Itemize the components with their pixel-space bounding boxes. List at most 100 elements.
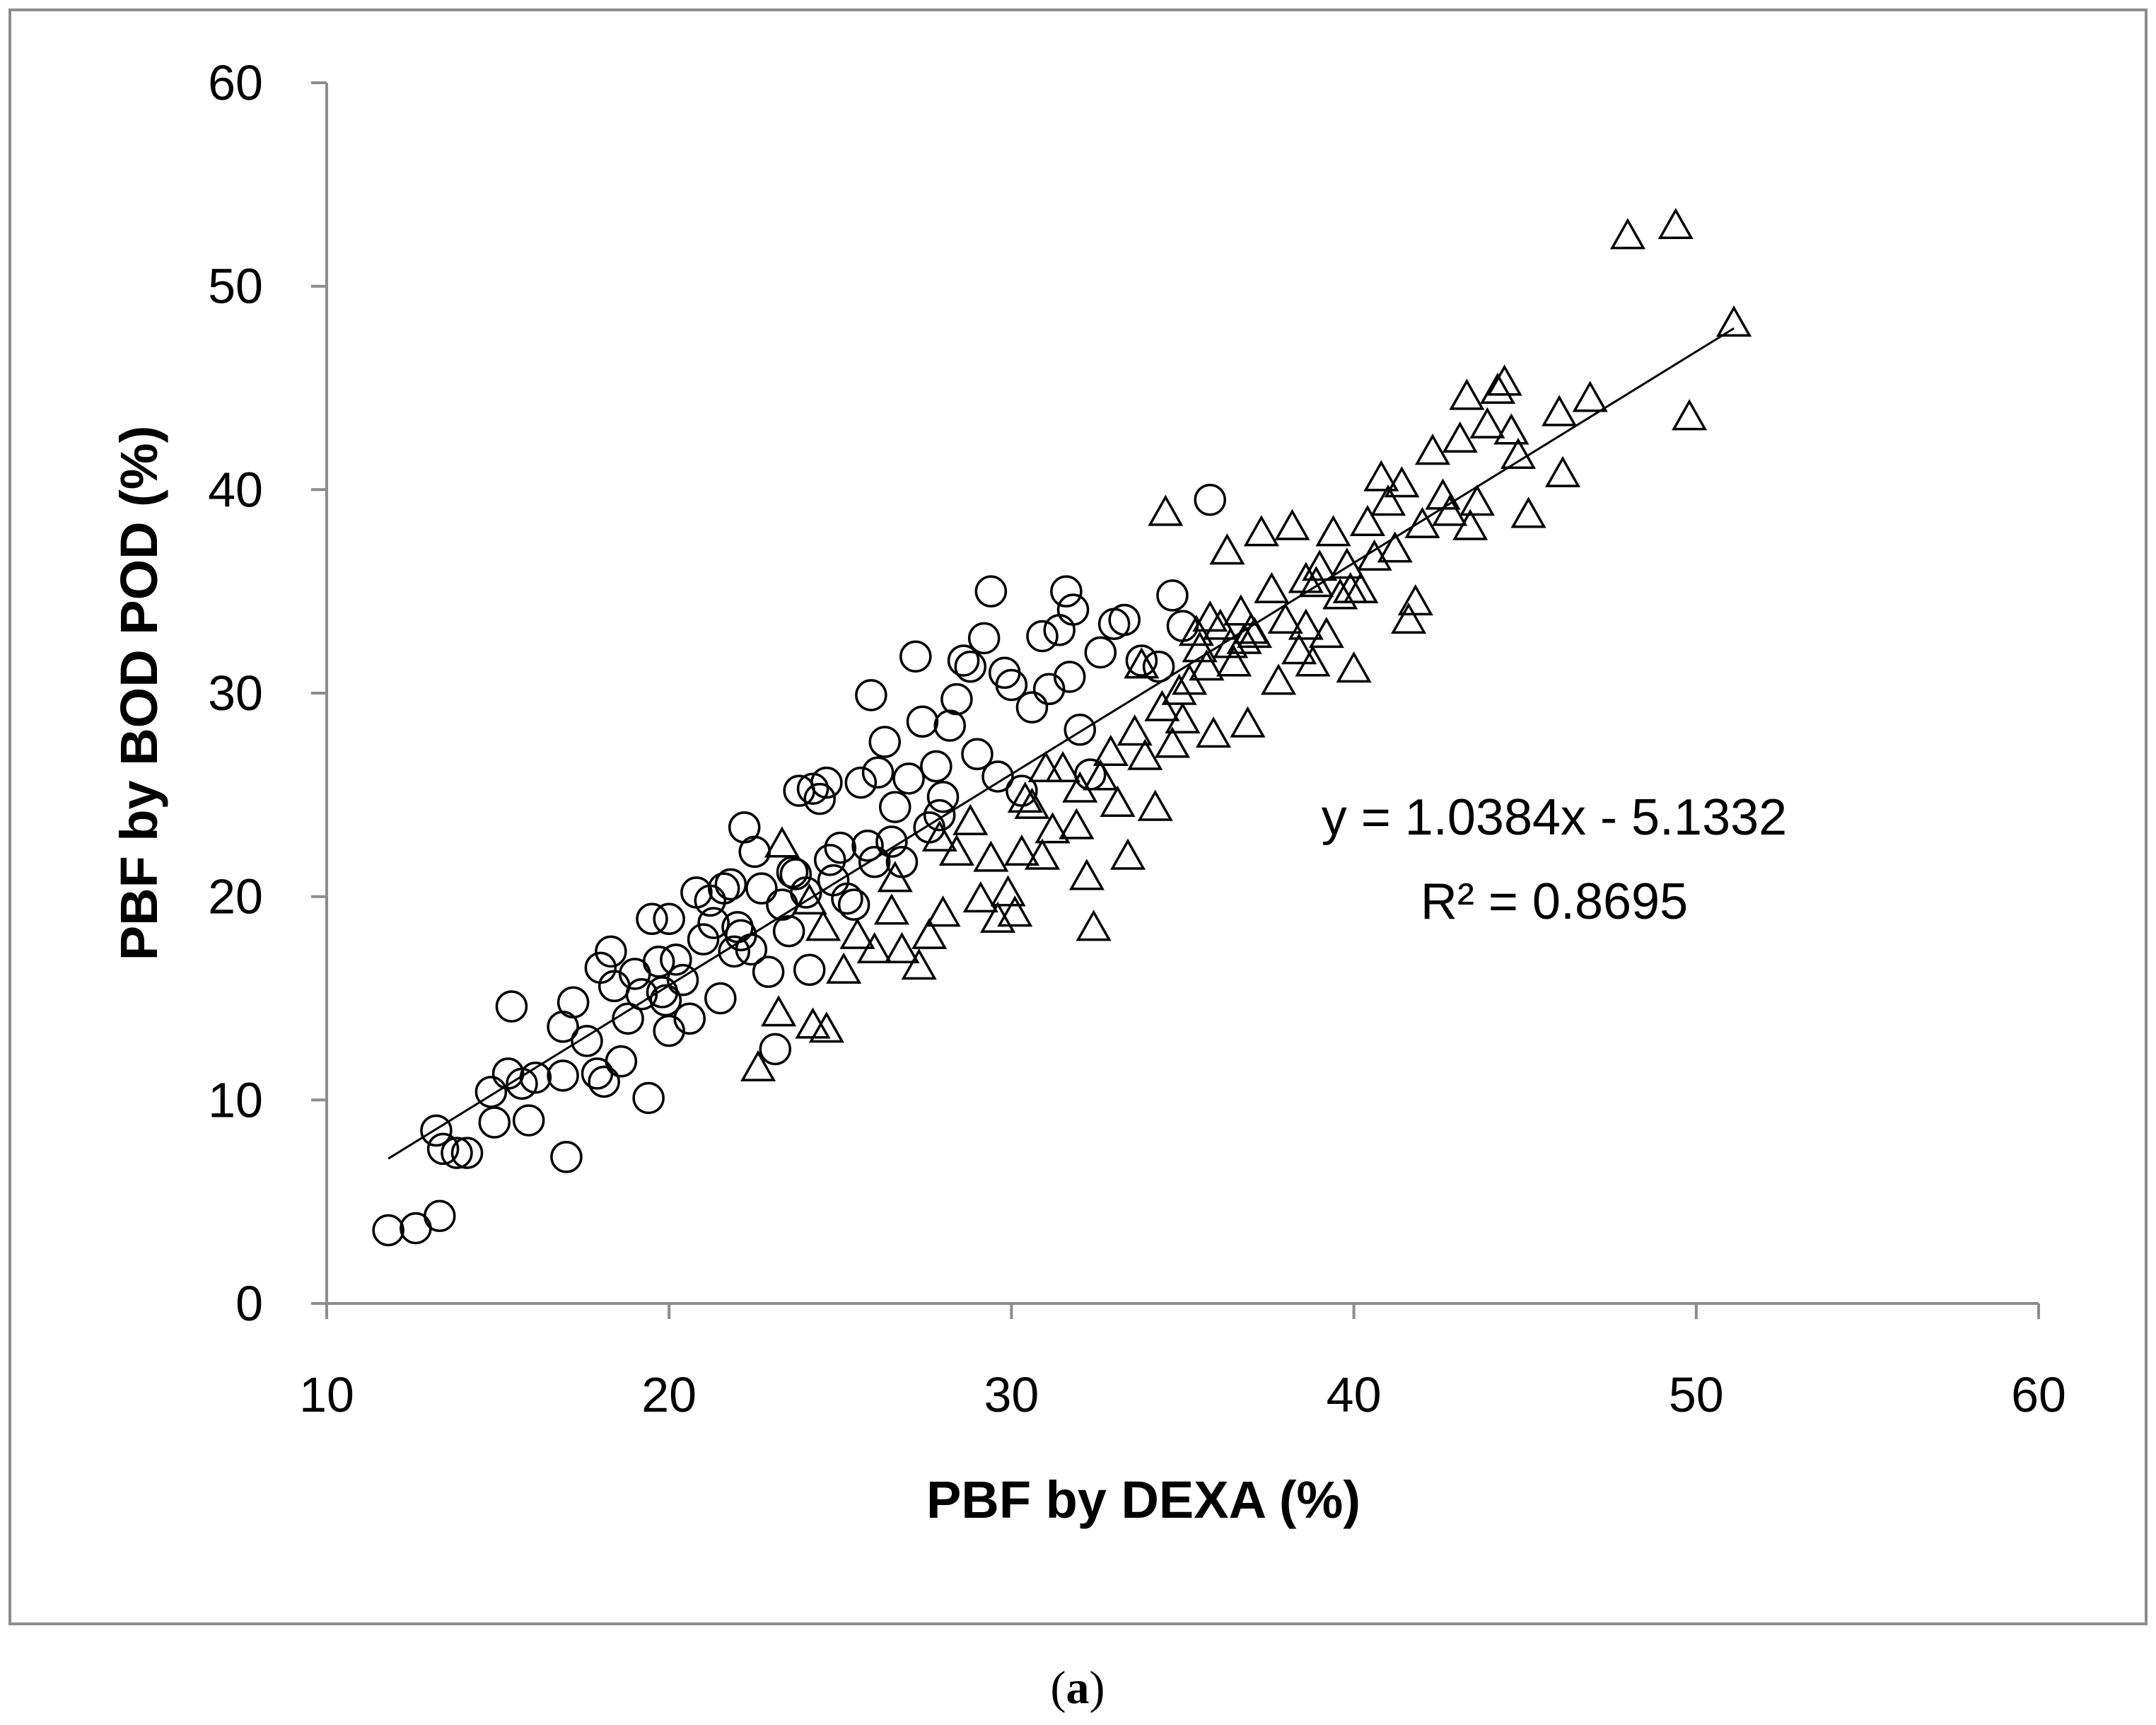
triangle-point: [761, 995, 797, 1027]
circle-point: [851, 830, 884, 862]
triangle-point: [1716, 305, 1752, 337]
circle-point: [512, 1104, 545, 1137]
triangle-point: [884, 931, 920, 964]
triangle-point: [805, 910, 841, 941]
caption-close: ): [1090, 1662, 1105, 1714]
circle-point: [1125, 644, 1158, 677]
circle-point: [793, 953, 826, 986]
triangle-point: [925, 895, 961, 927]
circle-point: [653, 902, 685, 936]
circle-point: [420, 1114, 453, 1147]
circle-point: [803, 782, 836, 815]
circle-point: [721, 911, 754, 943]
circle-point: [961, 738, 993, 771]
x-tick-label: 60: [2011, 1367, 2066, 1422]
circle-point: [478, 1106, 511, 1139]
triangle-point: [1288, 562, 1324, 593]
x-axis-title: PBF by DEXA (%): [926, 1470, 1360, 1529]
triangle-point: [1384, 466, 1420, 498]
circle-point: [855, 679, 887, 712]
caption-open: (: [1051, 1662, 1066, 1714]
r-squared-label: R² = 0.8695: [1421, 873, 1688, 930]
triangle-point: [1302, 550, 1338, 581]
triangle-point: [1117, 714, 1153, 746]
triangle-point: [1288, 608, 1324, 640]
circle-point: [697, 907, 730, 939]
circle-point: [824, 831, 857, 864]
circle-point: [954, 650, 987, 683]
triangle-point: [1452, 509, 1488, 540]
triangle-point: [1003, 834, 1039, 866]
triangle-point: [1127, 738, 1163, 770]
circle-point: [1006, 774, 1038, 807]
circle-point: [605, 1045, 638, 1078]
triangle-point: [839, 917, 875, 949]
triangle-point: [1377, 531, 1413, 563]
circle-point: [714, 868, 747, 901]
circle-point: [704, 982, 737, 1015]
circle-point: [967, 622, 1001, 655]
triangle-point: [1544, 455, 1581, 487]
triangle-point: [764, 826, 800, 858]
triangle-point: [1414, 434, 1451, 465]
triangle-point: [791, 883, 827, 915]
triangle-point: [1493, 413, 1529, 445]
circle-point: [1032, 673, 1066, 705]
chart-border: [8, 8, 2148, 1625]
triangle-point: [1500, 437, 1537, 470]
circle-point: [899, 640, 932, 673]
triangle-point: [1459, 484, 1495, 516]
circle-point: [1142, 650, 1175, 683]
triangle-point: [1510, 496, 1546, 528]
circle-point: [772, 914, 805, 948]
triangle-point: [1182, 631, 1218, 663]
regression-equation: y = 1.0384x - 5.1332: [1322, 789, 1787, 846]
triangle-point: [1083, 759, 1119, 791]
triangle-point: [1076, 910, 1112, 941]
triangle-point: [1059, 808, 1095, 840]
circle-point: [1056, 593, 1090, 626]
circle-point: [632, 1081, 665, 1115]
triangle-point: [1161, 673, 1197, 705]
x-tick-label: 50: [1669, 1367, 1724, 1422]
triangle-point: [901, 948, 937, 980]
circle-point: [933, 709, 966, 742]
circle-point: [687, 923, 720, 956]
triangle-point: [952, 803, 989, 835]
triangle-point: [1572, 381, 1608, 412]
circle-point: [1015, 691, 1049, 724]
triangle-point: [740, 1050, 776, 1081]
y-axis-ticks: 0 10 20 30 40 50 60: [208, 55, 327, 1331]
circle-point: [861, 756, 895, 789]
triangle-point: [808, 1011, 844, 1043]
y-axis-title: PBF by BOD POD (%): [110, 426, 168, 960]
triangle-point: [1479, 372, 1516, 404]
triangle-point: [1322, 578, 1358, 610]
triangle-point: [1267, 602, 1303, 634]
circle-point: [920, 750, 952, 783]
triangle-point: [1216, 645, 1252, 677]
circle-point: [547, 1059, 579, 1092]
circle-point: [926, 780, 960, 813]
data-points: [372, 207, 1752, 1247]
circle-point: [745, 872, 778, 905]
x-tick-label: 10: [299, 1367, 354, 1422]
circle-point: [923, 798, 956, 832]
triangle-point: [856, 931, 892, 964]
circle-point: [595, 935, 627, 968]
y-tick-label: 60: [208, 55, 263, 110]
circle-point: [450, 1137, 484, 1169]
triangle-point: [1068, 859, 1105, 890]
circle-point: [892, 762, 925, 795]
triangle-point: [1281, 633, 1317, 665]
circle-point: [1026, 620, 1059, 653]
triangle-point: [1154, 726, 1191, 758]
triangle-point: [1315, 515, 1351, 547]
circle-point: [660, 943, 692, 976]
circle-point: [1053, 661, 1086, 693]
circle-point: [940, 683, 973, 716]
triangle-point: [1254, 571, 1290, 603]
triangle-point: [911, 917, 948, 949]
